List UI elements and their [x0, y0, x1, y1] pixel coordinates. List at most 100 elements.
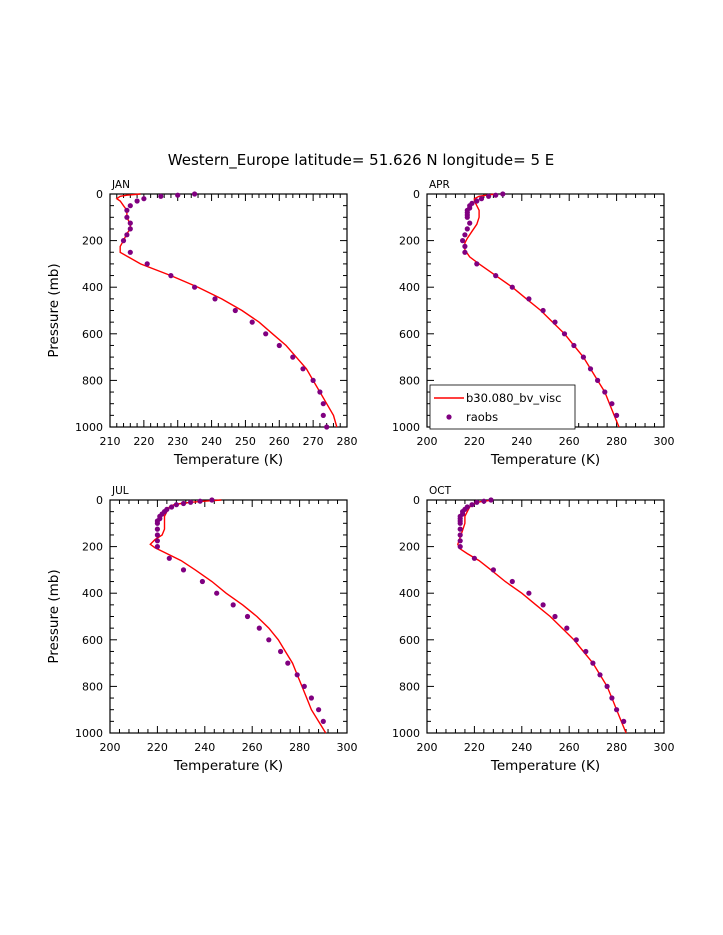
data-point-raobs — [587, 366, 594, 372]
data-point-raobs — [127, 249, 133, 255]
x-tick-label: 300 — [654, 435, 675, 448]
data-point-raobs — [462, 243, 468, 249]
data-point-raobs — [192, 191, 198, 197]
data-point-raobs — [249, 319, 255, 325]
data-point-raobs — [244, 613, 251, 620]
data-point-raobs — [526, 590, 532, 596]
series-line-model — [457, 499, 627, 734]
legend-label: b30.080_bv_visc — [466, 391, 561, 405]
data-point-raobs — [154, 544, 160, 550]
y-tick-label: 1000 — [75, 727, 103, 740]
x-tick-label: 240 — [194, 741, 215, 754]
data-point-raobs — [580, 354, 587, 360]
y-tick-label: 1000 — [75, 421, 103, 434]
data-point-raobs — [310, 377, 316, 383]
data-point-raobs — [276, 342, 282, 349]
data-point-raobs — [120, 238, 127, 244]
data-point-raobs — [474, 261, 480, 267]
x-tick-label: 280 — [606, 435, 627, 448]
data-point-raobs — [471, 555, 477, 561]
data-point-raobs — [316, 707, 322, 713]
y-tick-label: 200 — [82, 235, 103, 248]
data-point-raobs — [180, 500, 187, 507]
x-tick-label: 200 — [100, 741, 121, 754]
data-point-raobs — [230, 602, 236, 608]
x-tick-label: 240 — [511, 435, 532, 448]
data-point-raobs — [457, 538, 463, 544]
data-point-raobs — [127, 220, 133, 226]
data-point-raobs — [457, 526, 463, 532]
y-tick-label: 0 — [413, 494, 420, 507]
data-point-raobs — [134, 198, 140, 204]
data-point-raobs — [571, 342, 577, 349]
series-line-model — [149, 499, 327, 734]
data-point-raobs — [158, 193, 164, 199]
x-tick-label: 210 — [100, 435, 121, 448]
panel-label: JUL — [111, 485, 129, 497]
data-point-raobs — [127, 203, 133, 209]
data-point-raobs — [301, 683, 307, 690]
y-tick-label: 800 — [399, 680, 420, 693]
data-point-raobs — [169, 504, 175, 510]
y-tick-label: 0 — [96, 494, 103, 507]
data-point-raobs — [324, 424, 330, 430]
panel-jan: JAN 210 220 230 240 250 260 270 280 0 200 400 600 800… — [46, 179, 358, 468]
panel-jul: JUL 200 220 240 260 280 300 0 200 400 600 800 1000 Te… — [46, 485, 358, 774]
data-point-raobs — [256, 625, 262, 631]
data-point-raobs — [469, 502, 475, 508]
y-tick-label: 0 — [413, 188, 420, 201]
y-tick-label: 400 — [82, 281, 103, 294]
data-point-raobs — [552, 613, 558, 620]
data-point-raobs — [462, 232, 468, 238]
y-tick-label: 800 — [82, 680, 103, 693]
data-point-raobs — [490, 567, 496, 573]
x-tick-label: 260 — [559, 435, 580, 448]
data-point-raobs — [127, 226, 133, 232]
data-point-raobs — [278, 648, 284, 655]
x-axis-label: Temperature (K) — [490, 758, 600, 774]
data-point-raobs — [188, 499, 194, 505]
data-point-raobs — [552, 319, 558, 325]
y-tick-label: 200 — [399, 541, 420, 554]
data-point-raobs — [583, 648, 589, 655]
data-point-raobs — [561, 331, 568, 337]
data-point-raobs — [154, 520, 160, 526]
data-point-raobs — [320, 718, 326, 725]
y-tick-label: 800 — [399, 374, 420, 387]
x-tick-label: 270 — [303, 435, 324, 448]
y-tick-label: 800 — [82, 374, 103, 387]
data-point-raobs — [478, 196, 485, 202]
x-tick-label: 280 — [606, 741, 627, 754]
x-tick-label: 280 — [289, 741, 310, 754]
panel-label: JAN — [111, 179, 130, 191]
x-tick-label: 200 — [417, 435, 438, 448]
data-point-raobs — [294, 672, 300, 678]
y-tick-label: 400 — [82, 587, 103, 600]
data-point-raobs — [474, 198, 480, 204]
figure-title: Western_Europe latitude= 51.626 N longit… — [168, 151, 554, 170]
data-point-raobs — [168, 273, 174, 279]
x-tick-label: 250 — [235, 435, 256, 448]
data-point-raobs — [199, 578, 205, 585]
data-point-raobs — [457, 520, 463, 526]
data-point-raobs — [209, 497, 215, 503]
y-tick-label: 0 — [96, 188, 103, 201]
data-point-raobs — [467, 220, 473, 226]
data-point-raobs — [124, 232, 130, 238]
y-axis-label: Pressure (mb) — [46, 263, 62, 357]
data-point-raobs — [214, 590, 220, 596]
x-tick-label: 200 — [417, 741, 438, 754]
plot-frame — [109, 193, 348, 428]
data-point-raobs — [320, 401, 326, 407]
data-point-raobs — [621, 718, 627, 725]
data-point-raobs — [602, 389, 608, 395]
data-point-raobs — [614, 412, 620, 418]
x-tick-label: 260 — [559, 741, 580, 754]
data-point-raobs — [481, 498, 487, 504]
x-tick-label: 240 — [201, 435, 222, 448]
data-point-raobs — [457, 532, 463, 538]
data-point-raobs — [192, 284, 198, 290]
data-point-raobs — [500, 191, 506, 197]
y-tick-label: 600 — [399, 328, 420, 341]
data-point-raobs — [320, 412, 326, 418]
